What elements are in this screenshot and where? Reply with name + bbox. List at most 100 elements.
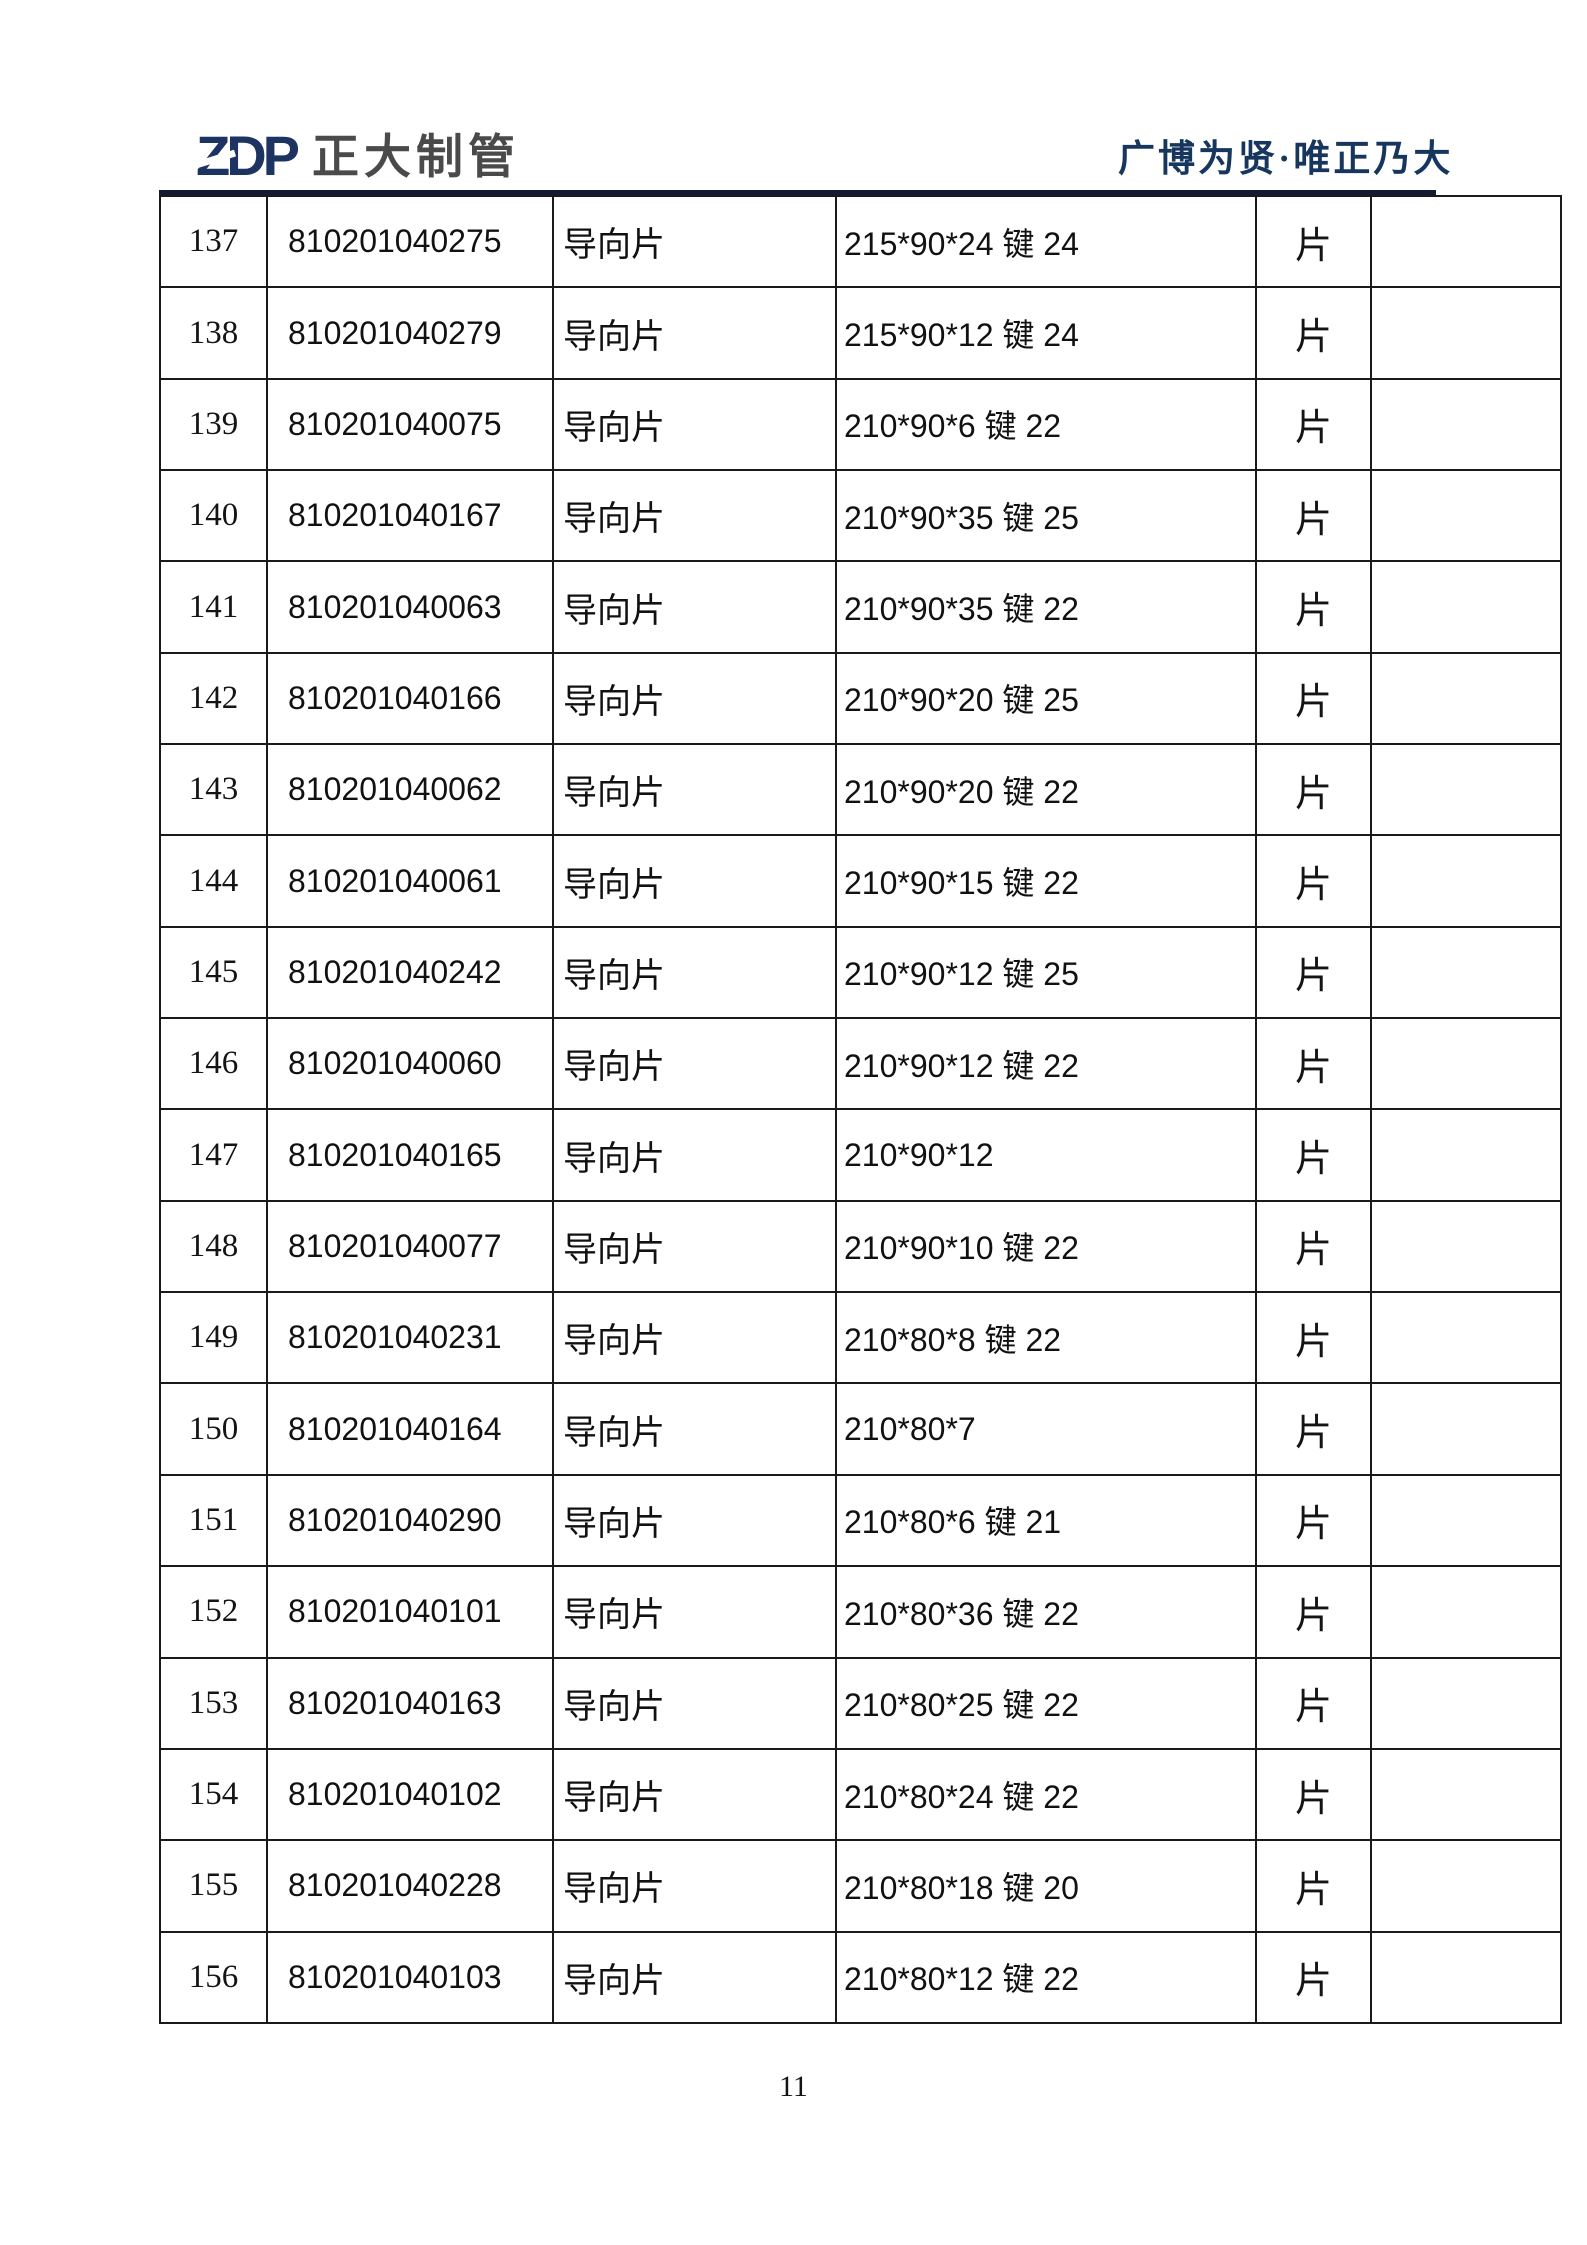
parts-table-body: 137 810201040275 导向片 215*90*24 键 24 片 13… xyxy=(159,194,1562,2025)
table-row: 148 810201040077 导向片 210*90*10 键 22 片 xyxy=(159,1199,1562,1294)
table-row: 155 810201040228 导向片 210*80*18 键 20 片 xyxy=(159,1839,1562,1933)
part-code-cell: 810201040290 xyxy=(266,1473,554,1568)
part-spec-cell: 210*80*7 xyxy=(835,1382,1257,1476)
part-name-cell: 导向片 xyxy=(552,834,837,928)
part-spec-cell: 210*80*8 键 22 xyxy=(835,1291,1257,1385)
part-code-cell: 810201040242 xyxy=(266,925,554,1020)
part-spec-cell: 210*80*36 键 22 xyxy=(835,1565,1257,1659)
remark-cell xyxy=(1370,1291,1562,1385)
part-name-cell: 导向片 xyxy=(552,469,837,563)
remark-cell xyxy=(1370,1839,1562,1933)
part-name-cell: 导向片 xyxy=(552,1017,837,1111)
table-row: 151 810201040290 导向片 210*80*6 键 21 片 xyxy=(159,1473,1562,1568)
row-number-cell: 141 xyxy=(159,560,268,654)
unit-cell: 片 xyxy=(1255,1656,1372,1750)
part-code-cell: 810201040063 xyxy=(266,560,554,654)
part-spec-cell: 210*90*12 键 25 xyxy=(835,925,1257,1020)
row-number-cell: 137 xyxy=(159,194,268,289)
header-rule-line xyxy=(159,190,1436,195)
row-number-cell: 139 xyxy=(159,377,268,472)
row-number-cell: 145 xyxy=(159,925,268,1020)
part-name-cell: 导向片 xyxy=(552,377,837,472)
part-name-cell: 导向片 xyxy=(552,743,837,837)
row-number-cell: 143 xyxy=(159,743,268,837)
table-row: 142 810201040166 导向片 210*90*20 键 25 片 xyxy=(159,651,1562,746)
part-code-cell: 810201040231 xyxy=(266,1291,554,1385)
remark-cell xyxy=(1370,1747,1562,1842)
part-spec-cell: 210*90*15 键 22 xyxy=(835,834,1257,928)
part-name-cell: 导向片 xyxy=(552,651,837,746)
parts-table: 137 810201040275 导向片 215*90*24 键 24 片 13… xyxy=(159,194,1562,2025)
unit-cell: 片 xyxy=(1255,1473,1372,1568)
part-spec-cell: 210*90*20 键 25 xyxy=(835,651,1257,746)
row-number-cell: 148 xyxy=(159,1199,268,1294)
company-logo: ZDP 正大制管 xyxy=(196,128,520,184)
part-spec-cell: 210*80*6 键 21 xyxy=(835,1473,1257,1568)
part-spec-cell: 210*90*12 键 22 xyxy=(835,1017,1257,1111)
row-number-cell: 155 xyxy=(159,1839,268,1933)
part-code-cell: 810201040166 xyxy=(266,651,554,746)
part-code-cell: 810201040102 xyxy=(266,1747,554,1842)
part-name-cell: 导向片 xyxy=(552,560,837,654)
part-spec-cell: 210*90*35 键 22 xyxy=(835,560,1257,654)
part-code-cell: 810201040165 xyxy=(266,1108,554,1202)
remark-cell xyxy=(1370,194,1562,289)
part-code-cell: 810201040163 xyxy=(266,1656,554,1750)
company-slogan: 广博为贤·唯正乃大 xyxy=(1118,139,1454,180)
row-number-cell: 144 xyxy=(159,834,268,928)
unit-cell: 片 xyxy=(1255,194,1372,289)
row-number-cell: 156 xyxy=(159,1930,268,2025)
remark-cell xyxy=(1370,560,1562,654)
unit-cell: 片 xyxy=(1255,1747,1372,1842)
part-spec-cell: 215*90*24 键 24 xyxy=(835,194,1257,289)
part-code-cell: 810201040279 xyxy=(266,286,554,380)
row-number-cell: 140 xyxy=(159,469,268,563)
part-name-cell: 导向片 xyxy=(552,1473,837,1568)
table-row: 145 810201040242 导向片 210*90*12 键 25 片 xyxy=(159,925,1562,1020)
table-row: 153 810201040163 导向片 210*80*25 键 22 片 xyxy=(159,1656,1562,1750)
remark-cell xyxy=(1370,1565,1562,1659)
part-code-cell: 810201040103 xyxy=(266,1930,554,2025)
remark-cell xyxy=(1370,1656,1562,1750)
unit-cell: 片 xyxy=(1255,651,1372,746)
remark-cell xyxy=(1370,743,1562,837)
row-number-cell: 149 xyxy=(159,1291,268,1385)
part-spec-cell: 210*90*6 键 22 xyxy=(835,377,1257,472)
table-row: 141 810201040063 导向片 210*90*35 键 22 片 xyxy=(159,560,1562,654)
remark-cell xyxy=(1370,1473,1562,1568)
unit-cell: 片 xyxy=(1255,1565,1372,1659)
part-name-cell: 导向片 xyxy=(552,1291,837,1385)
unit-cell: 片 xyxy=(1255,469,1372,563)
row-number-cell: 150 xyxy=(159,1382,268,1476)
unit-cell: 片 xyxy=(1255,560,1372,654)
unit-cell: 片 xyxy=(1255,1017,1372,1111)
unit-cell: 片 xyxy=(1255,834,1372,928)
remark-cell xyxy=(1370,651,1562,746)
remark-cell xyxy=(1370,834,1562,928)
part-name-cell: 导向片 xyxy=(552,1747,837,1842)
part-name-cell: 导向片 xyxy=(552,1930,837,2025)
row-number-cell: 147 xyxy=(159,1108,268,1202)
unit-cell: 片 xyxy=(1255,286,1372,380)
remark-cell xyxy=(1370,286,1562,380)
table-row: 140 810201040167 导向片 210*90*35 键 25 片 xyxy=(159,469,1562,563)
part-spec-cell: 210*90*20 键 22 xyxy=(835,743,1257,837)
unit-cell: 片 xyxy=(1255,377,1372,472)
part-name-cell: 导向片 xyxy=(552,1199,837,1294)
part-code-cell: 810201040164 xyxy=(266,1382,554,1476)
part-code-cell: 810201040060 xyxy=(266,1017,554,1111)
part-code-cell: 810201040061 xyxy=(266,834,554,928)
part-code-cell: 810201040062 xyxy=(266,743,554,837)
unit-cell: 片 xyxy=(1255,1930,1372,2025)
remark-cell xyxy=(1370,1017,1562,1111)
part-spec-cell: 210*90*35 键 25 xyxy=(835,469,1257,563)
part-name-cell: 导向片 xyxy=(552,194,837,289)
table-row: 138 810201040279 导向片 215*90*12 键 24 片 xyxy=(159,286,1562,380)
remark-cell xyxy=(1370,1108,1562,1202)
part-code-cell: 810201040101 xyxy=(266,1565,554,1659)
part-spec-cell: 210*90*12 xyxy=(835,1108,1257,1202)
unit-cell: 片 xyxy=(1255,1839,1372,1933)
table-row: 146 810201040060 导向片 210*90*12 键 22 片 xyxy=(159,1017,1562,1111)
unit-cell: 片 xyxy=(1255,1382,1372,1476)
page-number: 11 xyxy=(779,2070,808,2103)
